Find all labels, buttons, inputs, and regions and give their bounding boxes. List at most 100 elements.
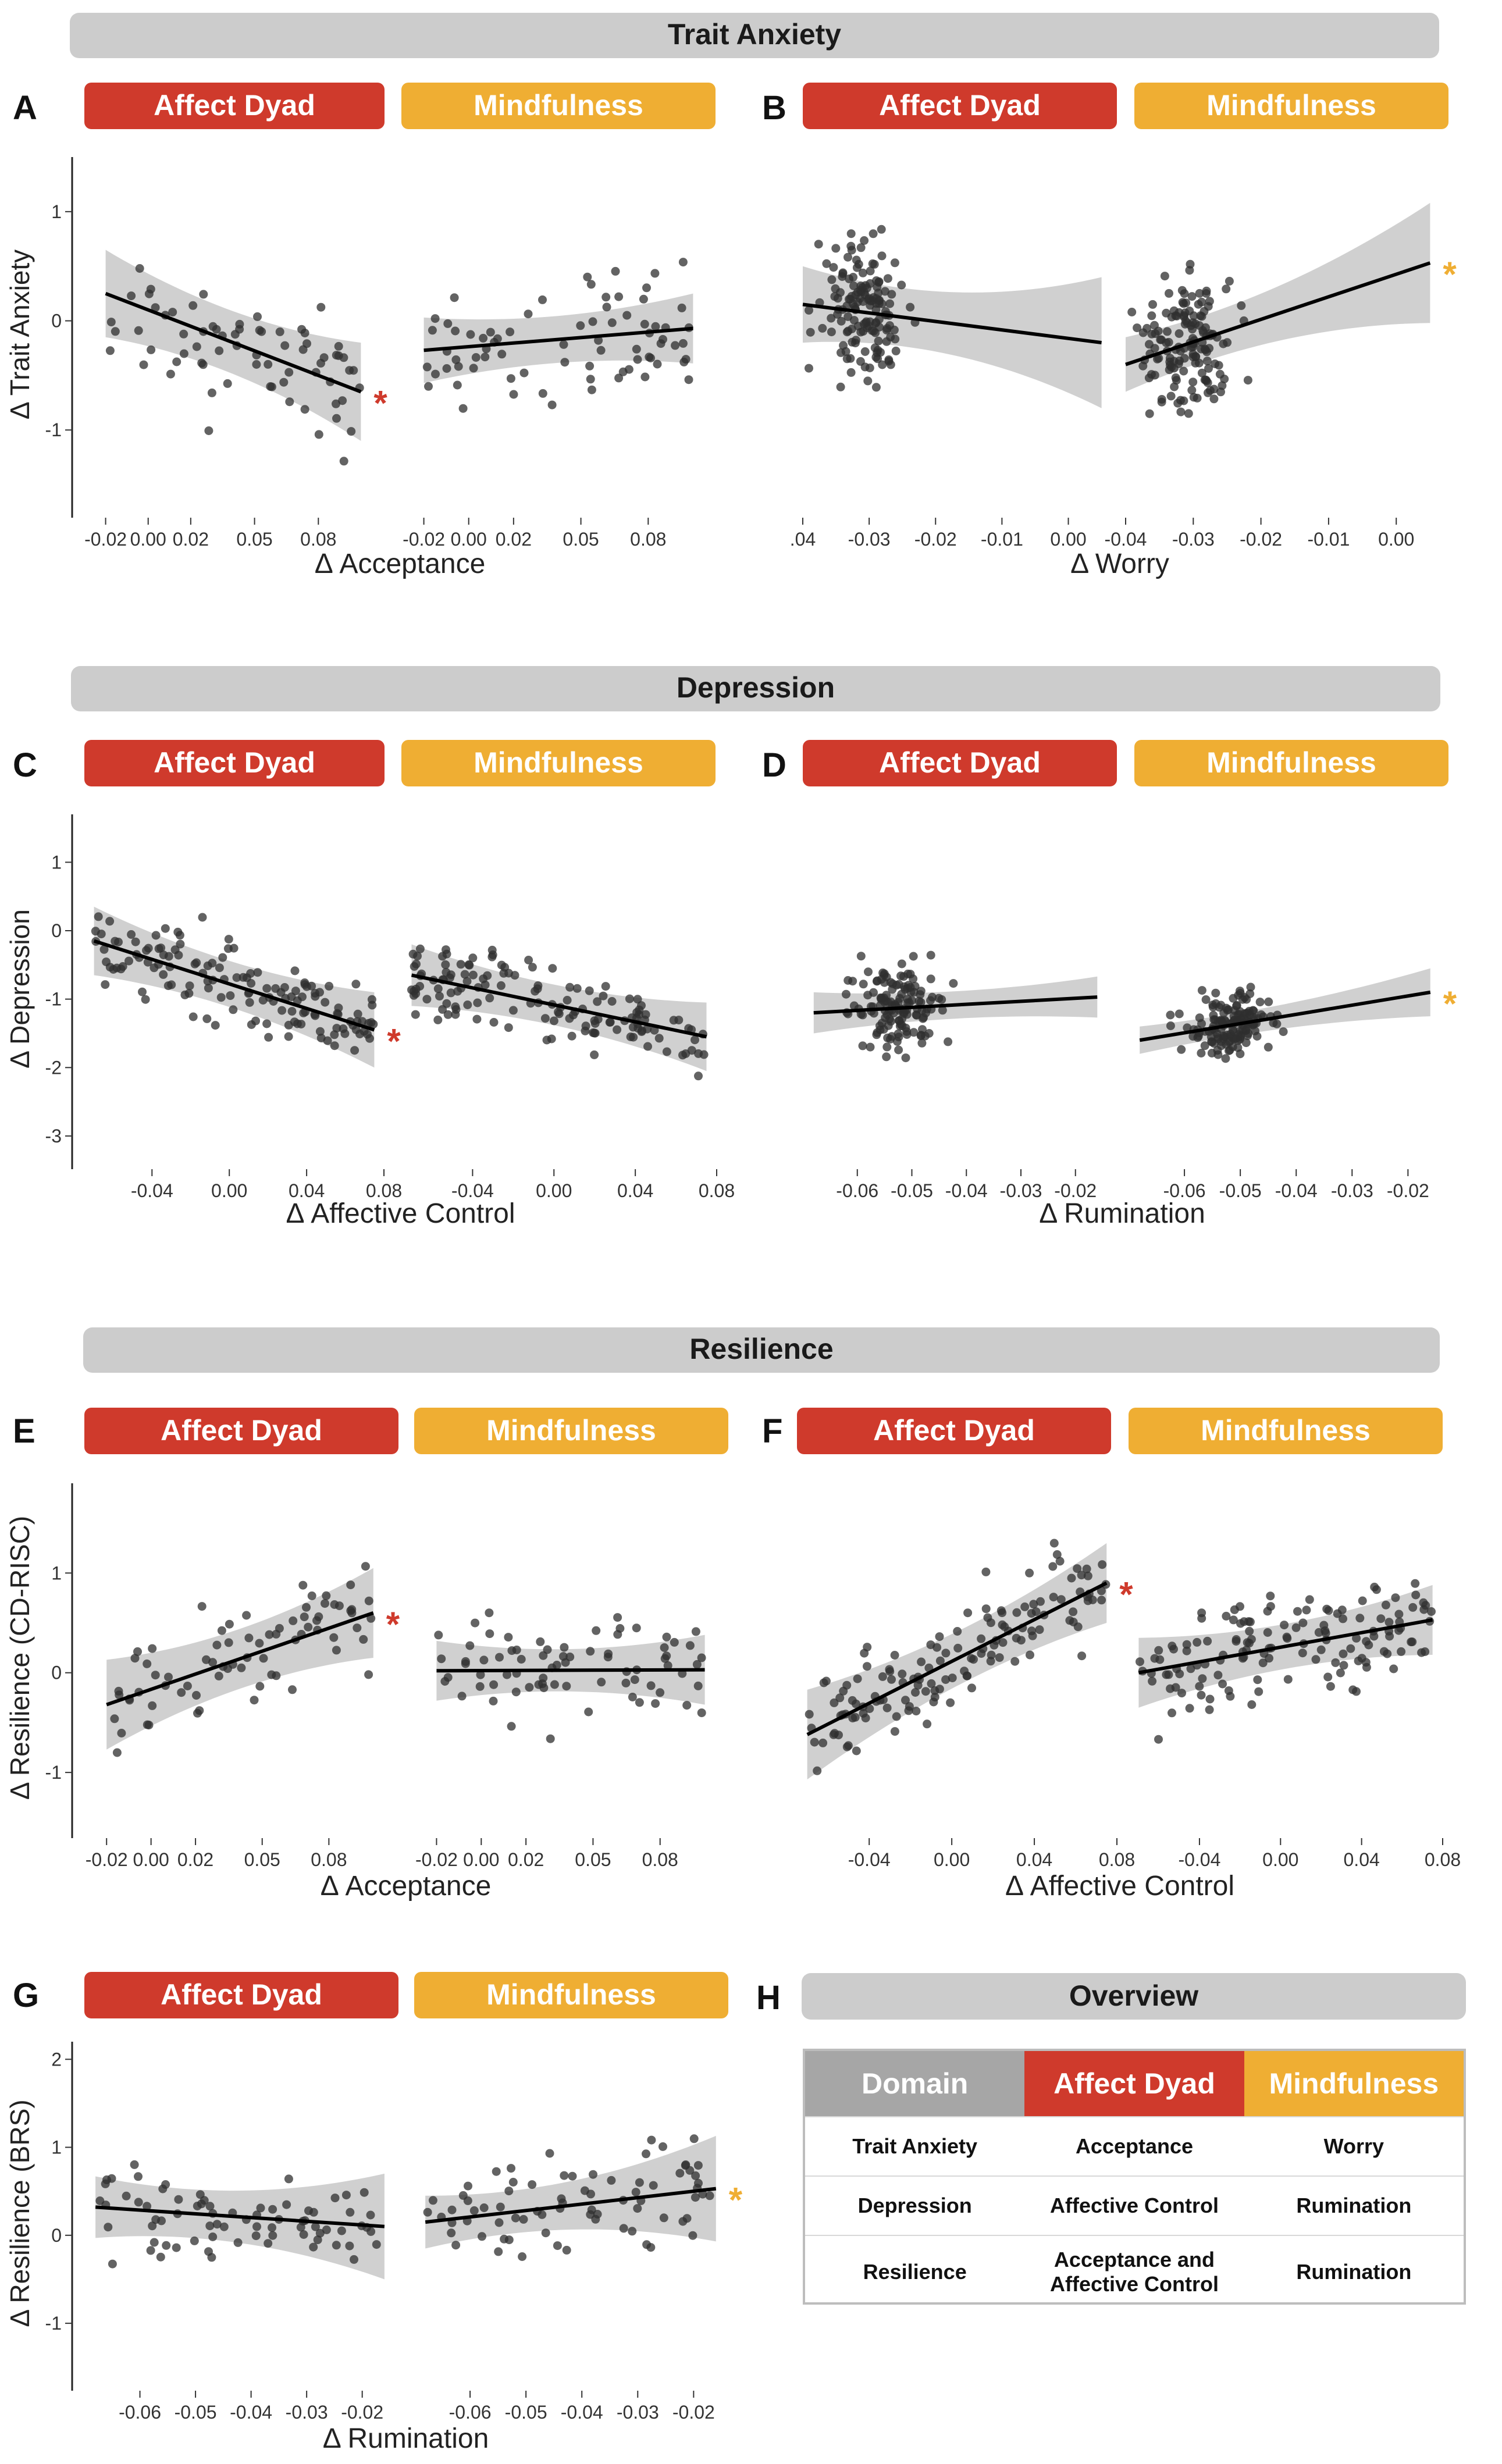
data-point: [1265, 1654, 1273, 1663]
data-point: [613, 1630, 622, 1639]
significance-marker-D-1: *: [1443, 984, 1457, 1023]
y-axis-label-C: Δ Depression: [5, 909, 35, 1069]
data-point: [369, 1020, 378, 1029]
x-tick-label: 0.02: [177, 1849, 213, 1870]
data-point: [926, 950, 935, 960]
y-tick-label: -1: [45, 2313, 62, 2334]
data-point: [583, 272, 592, 282]
data-point: [837, 316, 846, 326]
data-point: [192, 958, 201, 967]
data-point: [1232, 1635, 1241, 1644]
data-point: [1298, 1648, 1307, 1658]
data-point: [99, 945, 109, 954]
data-point: [360, 2188, 369, 2197]
data-point: [897, 280, 906, 290]
strip-mindfulness-A: [401, 83, 716, 129]
data-point: [279, 378, 289, 387]
data-point: [166, 369, 175, 379]
data-point: [848, 337, 857, 347]
x-axis-label-C: Δ Affective Control: [286, 1198, 515, 1229]
data-point: [1150, 1654, 1159, 1663]
overview-cell: Depression: [857, 2194, 972, 2217]
data-point: [1224, 1686, 1233, 1695]
data-point: [506, 327, 515, 337]
data-point: [1183, 1023, 1192, 1032]
x-tick-label: 0.00: [1378, 529, 1414, 550]
data-point: [185, 981, 194, 991]
data-point: [323, 1036, 332, 1045]
data-point: [633, 995, 642, 1004]
data-point: [116, 964, 126, 974]
overview-title-bar: [802, 1973, 1466, 2020]
data-point: [654, 1034, 664, 1043]
data-point: [883, 274, 892, 283]
data-point: [325, 981, 334, 991]
data-point: [471, 353, 481, 362]
x-tick-label: -0.03: [1331, 1180, 1373, 1201]
data-point: [164, 1672, 173, 1682]
data-point: [504, 1633, 513, 1642]
data-point: [884, 998, 893, 1007]
data-point: [211, 1021, 220, 1030]
data-point: [454, 362, 463, 371]
overview-cell: Affective Control: [1049, 2194, 1219, 2217]
data-point: [471, 1618, 480, 1628]
data-point: [475, 1682, 485, 1691]
data-point: [827, 314, 836, 323]
x-tick-label: 0.05: [563, 529, 599, 550]
data-point: [214, 1671, 223, 1680]
fit-line-D-0: [813, 995, 1098, 1015]
data-point: [1171, 373, 1180, 382]
x-tick-label: -0.02: [672, 2402, 715, 2423]
data-point: [977, 1649, 986, 1658]
data-point: [949, 979, 958, 988]
data-point: [1184, 409, 1193, 418]
data-point: [877, 995, 886, 1004]
data-point: [321, 998, 330, 1007]
data-point: [641, 1010, 650, 1019]
data-point: [143, 2202, 152, 2211]
data-point: [333, 1009, 342, 1018]
data-point: [911, 1688, 920, 1697]
data-point: [366, 2227, 376, 2236]
data-point: [223, 944, 233, 953]
data-point: [923, 1719, 932, 1729]
data-point: [511, 2213, 520, 2223]
data-point: [1280, 1621, 1289, 1630]
data-point: [461, 1657, 470, 1666]
data-point: [1243, 1638, 1252, 1647]
data-point: [563, 996, 572, 1005]
data-point: [134, 2172, 143, 2181]
data-point: [456, 960, 465, 969]
data-point: [465, 960, 474, 970]
data-point: [345, 2241, 354, 2251]
data-point: [1293, 1607, 1302, 1616]
data-point: [567, 1031, 576, 1041]
data-point: [548, 964, 557, 973]
data-point: [1147, 370, 1156, 379]
overview-cell: Trait Anxiety: [852, 2134, 978, 2158]
data-point: [559, 340, 568, 349]
data-point: [538, 1679, 547, 1689]
data-point: [1203, 1636, 1212, 1646]
data-point: [519, 368, 529, 378]
data-point: [266, 382, 275, 391]
data-point: [1361, 1658, 1371, 1667]
data-point: [928, 992, 937, 1002]
data-point: [1283, 1675, 1293, 1684]
data-point: [430, 314, 440, 323]
data-point: [1257, 1010, 1266, 1019]
data-point: [962, 1671, 971, 1680]
data-point: [953, 1627, 962, 1636]
data-point: [650, 269, 660, 278]
strip-affect_dyad-F: [797, 1408, 1111, 1454]
data-point: [856, 327, 866, 337]
data-point: [1187, 292, 1197, 301]
data-point: [519, 2214, 528, 2224]
data-point: [297, 325, 307, 334]
data-point: [489, 1696, 498, 1705]
data-point: [901, 1696, 910, 1705]
data-point: [507, 2164, 515, 2173]
data-point: [550, 1680, 559, 1689]
data-point: [1411, 1579, 1420, 1588]
